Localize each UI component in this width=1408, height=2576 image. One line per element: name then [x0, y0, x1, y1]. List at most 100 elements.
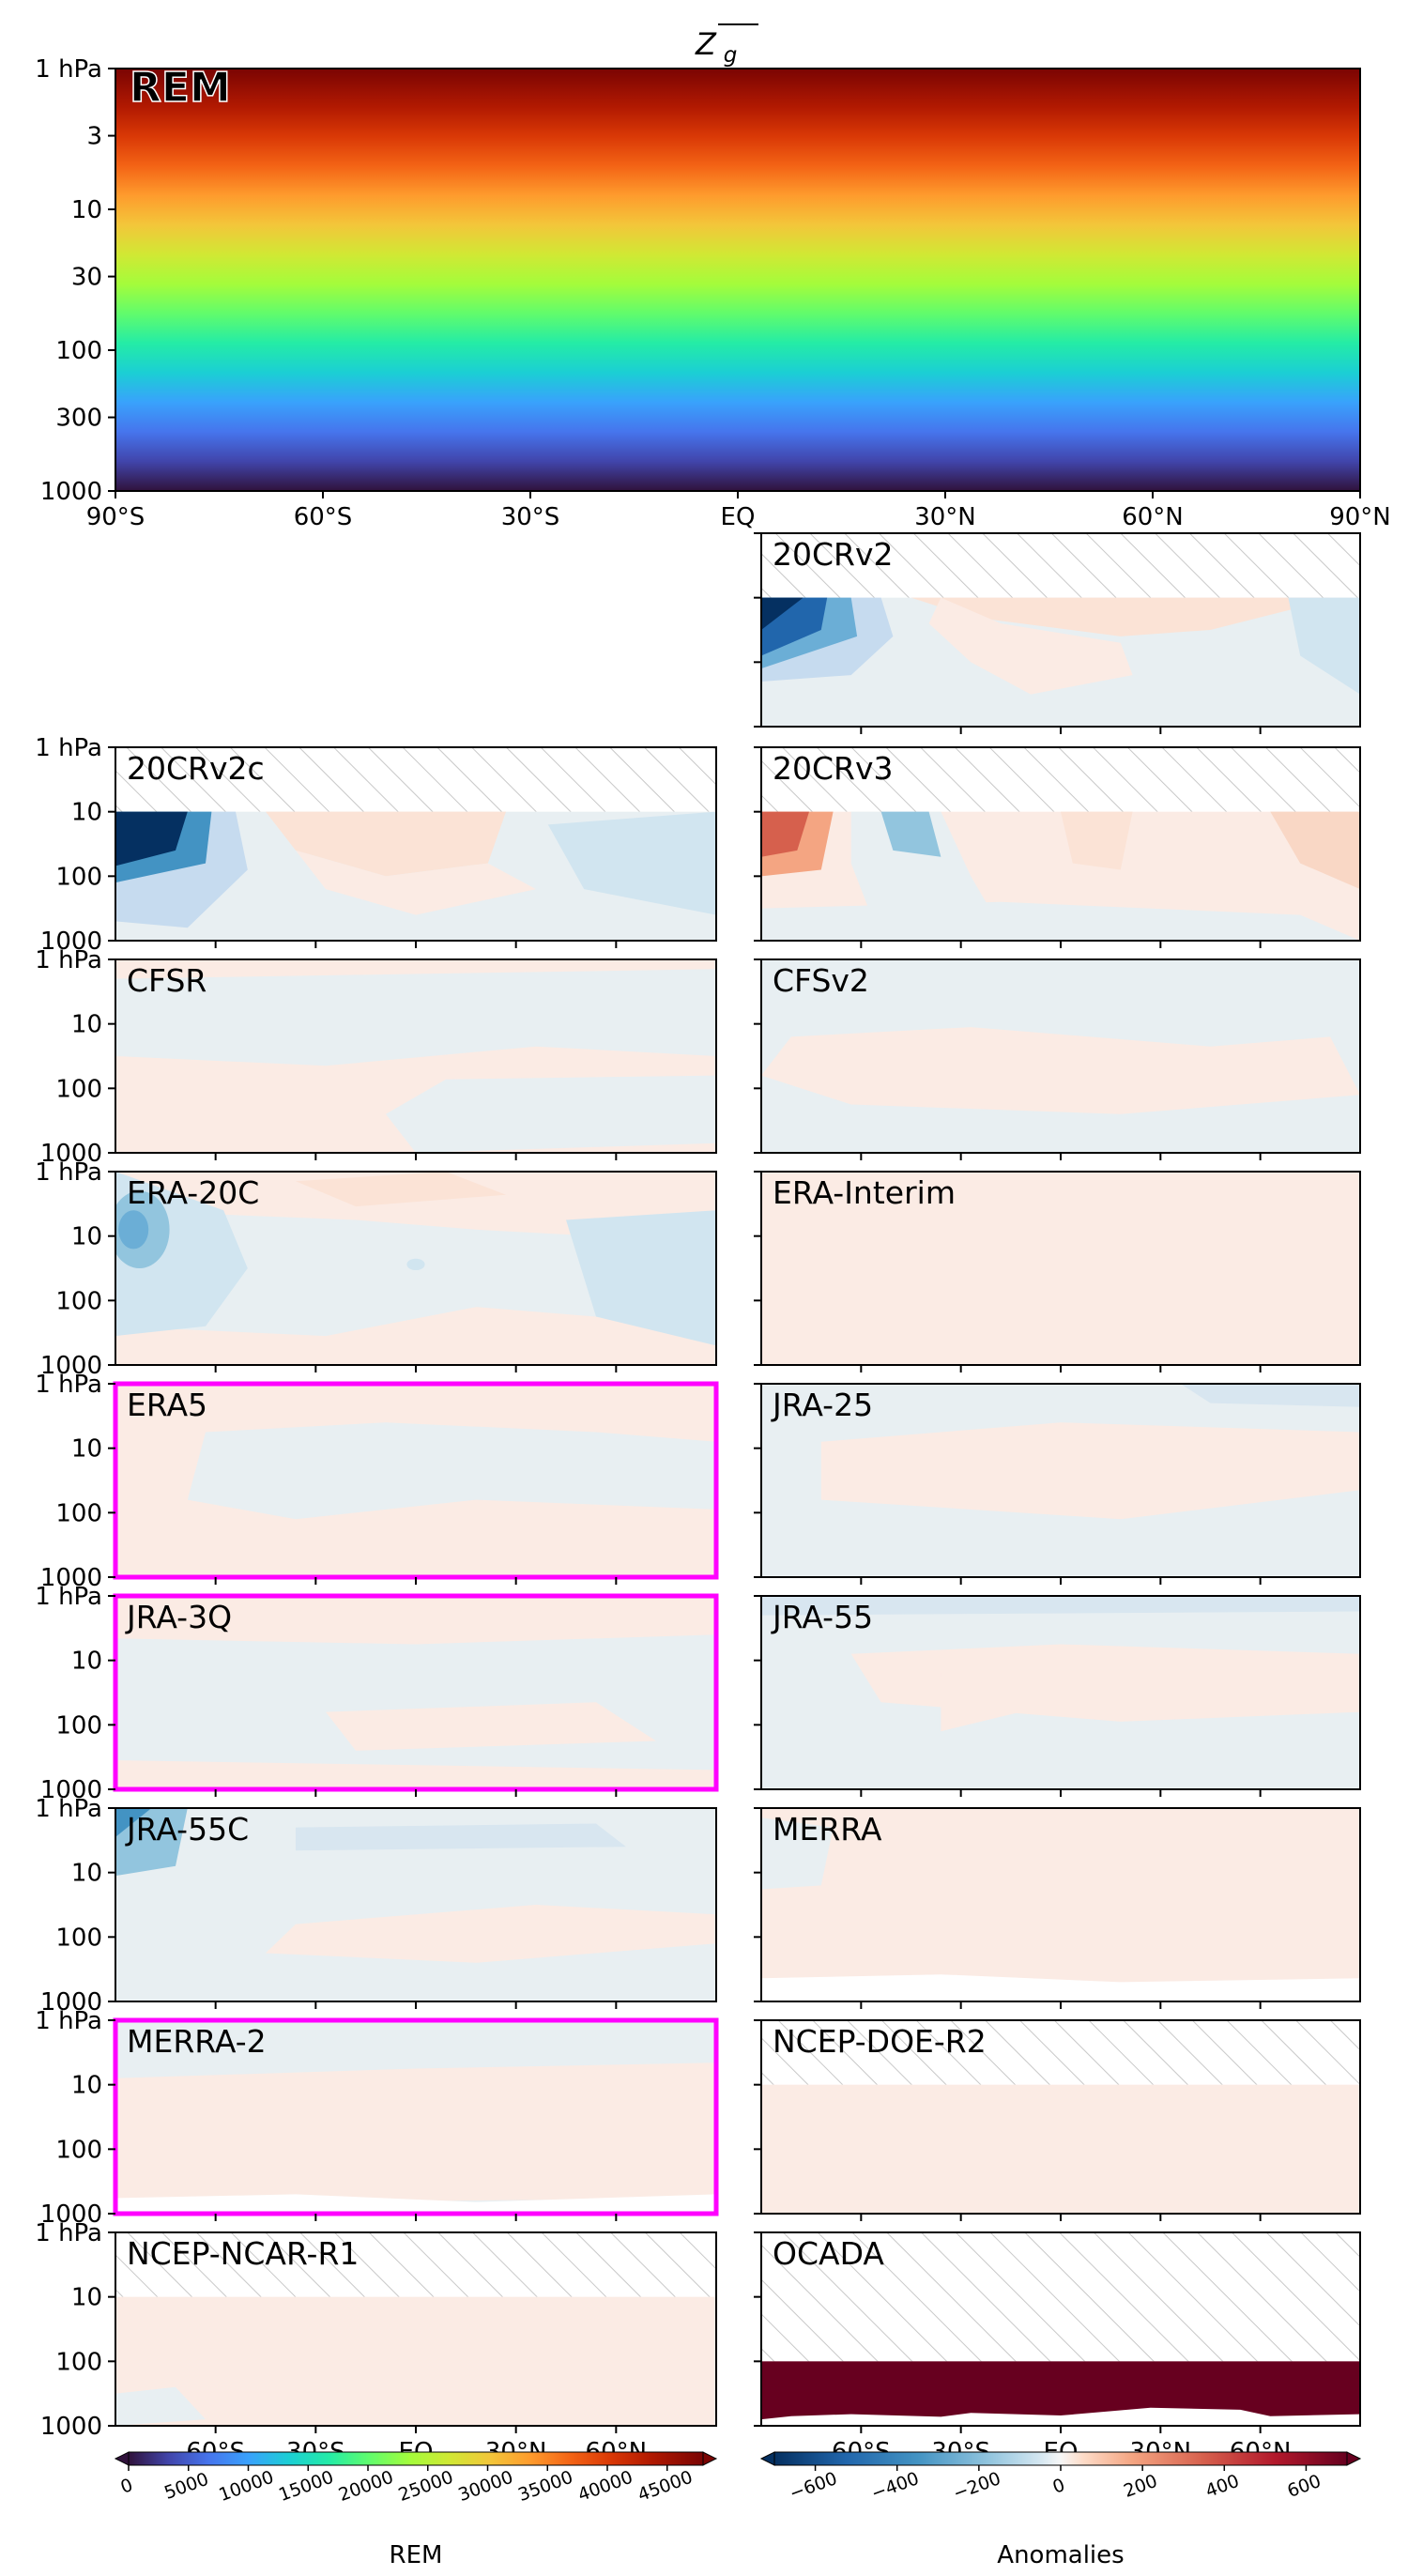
- contour-region: [296, 1172, 506, 1207]
- panel-label: NCEP-DOE-R2: [773, 2023, 987, 2060]
- contour-region: [761, 1027, 1360, 1114]
- panel-jra-55c: JRA-55C 1 hPa 10 100 1000: [35, 1795, 717, 2016]
- y-tick-label: 1000: [40, 1988, 102, 2016]
- anomaly-contours: [761, 597, 1360, 727]
- panel-ocada: OCADA: [754, 2231, 1361, 2433]
- contour-region: [820, 1422, 1360, 1520]
- contour-region: [761, 901, 1360, 941]
- anomaly-contours: [115, 2296, 716, 2426]
- contour-region: [406, 1258, 425, 1271]
- contour-region: [1061, 811, 1133, 870]
- panel-label: OCADA: [773, 2235, 884, 2272]
- colorbar-tick-label: 10000: [216, 2467, 276, 2506]
- anomaly-contours: [761, 2361, 1360, 2426]
- figure-title-base: Z: [695, 26, 717, 62]
- contour-region: [761, 2407, 1360, 2426]
- contour-region: [761, 2084, 1360, 2214]
- reference-panel-rem: REM 1 hPa 3 10 30 100 300 1000 90°S 60°S 30°S EQ 3…: [35, 55, 1391, 531]
- y-tick-label: 1 hPa: [35, 734, 102, 762]
- panel-label: MERRA: [773, 1811, 882, 1848]
- y-tick-label: 1 hPa: [35, 1371, 102, 1399]
- contour-region: [547, 811, 716, 915]
- contour-region: [296, 1823, 626, 1851]
- contour-region: [941, 1673, 1061, 1732]
- panel-label: JRA-3Q: [125, 1599, 232, 1635]
- colorbar-tick-label: 35000: [515, 2467, 575, 2506]
- x-tick-label: 30°S: [501, 503, 560, 531]
- x-tick-label: 60°N: [1122, 503, 1184, 531]
- contour-region: [761, 959, 1360, 983]
- y-tick-label: 10: [71, 196, 102, 224]
- y-tick-label: 10: [71, 799, 102, 827]
- colorbar-tick-label: −200: [951, 2468, 1004, 2505]
- colorbar-extend-min: [114, 2451, 130, 2466]
- y-tick-label: 1 hPa: [35, 2007, 102, 2035]
- missing-data-hatch: [761, 533, 1360, 598]
- colorbar-extend-max: [702, 2451, 718, 2466]
- contour-region: [928, 597, 1133, 695]
- colorbar-extend-min: [759, 2451, 775, 2466]
- y-tick-label: 100: [55, 1924, 102, 1952]
- panel-field: [115, 2232, 716, 2426]
- y-tick-label: 100: [55, 1499, 102, 1527]
- contour-region: [761, 1817, 834, 1890]
- contour-region: [761, 811, 809, 857]
- rem-colorbar: 0 5000 10000 15000 20000 25000 30000 35000 40000…: [114, 2451, 718, 2569]
- y-tick-label: 100: [55, 863, 102, 891]
- y-tick-label: 1 hPa: [35, 1795, 102, 1823]
- colorbar-tick-label: 200: [1121, 2471, 1160, 2502]
- panel-jra-25: JRA-25: [754, 1383, 1361, 1585]
- contour-region: [118, 1210, 149, 1250]
- panel-merra-2: MERRA-2 1 hPa 10 100 1000: [35, 2007, 719, 2229]
- anomaly-contours: [761, 1172, 1360, 1365]
- panel-field: [115, 1384, 716, 1577]
- panel-label: NCEP-NCAR-R1: [127, 2235, 359, 2272]
- panel-jra-55: JRA-55: [754, 1595, 1361, 1797]
- y-tick-label: 1000: [40, 1564, 102, 1592]
- y-tick-label: 100: [55, 1075, 102, 1103]
- panel-field: [761, 533, 1360, 727]
- contour-region: [761, 1172, 1360, 1365]
- anomaly-contours: [115, 1172, 716, 1365]
- contour-region: [386, 1075, 716, 1153]
- panel-cfsv2: CFSv2: [754, 958, 1361, 1160]
- y-tick-label: 1000: [40, 1776, 102, 1804]
- panel-label: CFSR: [127, 962, 207, 999]
- anomaly-contours: [761, 1808, 1360, 2001]
- panel-ncep-ncar-r1: NCEP-NCAR-R1 1 hPa 10 100 1000: [35, 2219, 717, 2441]
- panel-label: ERA-20C: [127, 1174, 259, 1211]
- anomaly-contours: [761, 959, 1360, 1153]
- y-tick-label: 1 hPa: [35, 1583, 102, 1611]
- y-tick-label: 10: [71, 1860, 102, 1888]
- anomaly-contours: [115, 1384, 716, 1577]
- anomaly-contours: [761, 1384, 1360, 1577]
- contour-region: [761, 597, 803, 630]
- contour-region: [115, 2194, 716, 2214]
- y-tick-label: 300: [55, 405, 102, 433]
- contour-region: [115, 2296, 716, 2426]
- x-tick-label: 90°S: [86, 503, 145, 531]
- contour-region: [266, 811, 506, 877]
- colorbars: 0 5000 10000 15000 20000 25000 30000 35000 40000…: [114, 2451, 1362, 2569]
- x-tick-label: EQ: [721, 503, 756, 531]
- colorbar-tick-label: 0: [118, 2475, 136, 2498]
- colorbar-body: [773, 2451, 1348, 2466]
- colorbar-extend-max: [1346, 2451, 1362, 2466]
- panel-ncep-doe-r2: NCEP-DOE-R2: [754, 2019, 1361, 2221]
- colorbar-tick-label: 5000: [161, 2469, 211, 2504]
- panel-era-20c: ERA-20C 1 hPa 10 100 1000: [35, 1158, 717, 1380]
- panel-20crv2: 20CRv2: [754, 532, 1361, 734]
- y-tick-label: 1 hPa: [35, 55, 102, 84]
- colorbar-tick-label: 40000: [575, 2467, 635, 2506]
- x-tick-label: 90°N: [1329, 503, 1391, 531]
- y-tick-label: 1000: [40, 2413, 102, 2441]
- contour-region: [1270, 811, 1360, 890]
- reference-y-axis: 1 hPa 3 10 30 100 300 1000: [35, 55, 115, 506]
- panel-field: [115, 747, 716, 941]
- panel-label: MERRA-2: [127, 2023, 267, 2060]
- y-tick-label: 100: [55, 337, 102, 365]
- colorbar-tick-label: 0: [1050, 2475, 1068, 2498]
- contour-region: [296, 850, 536, 915]
- contour-region: [761, 1974, 1360, 2001]
- colorbar-tick-label: −400: [868, 2468, 922, 2505]
